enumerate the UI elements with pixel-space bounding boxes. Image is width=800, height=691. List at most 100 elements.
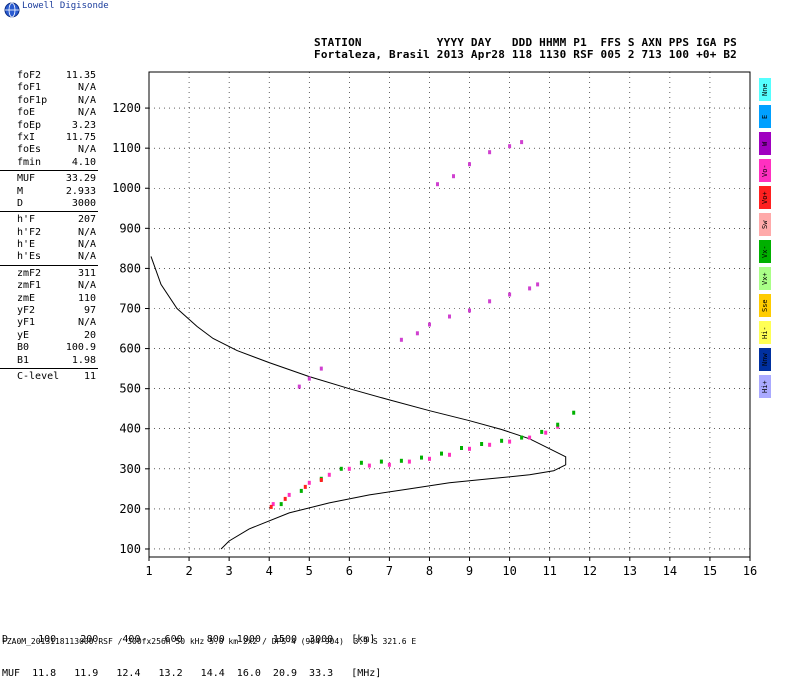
trace-point	[428, 322, 431, 327]
param-name: B1	[17, 354, 30, 366]
x-tick-label: 14	[663, 564, 677, 578]
trace-point	[528, 286, 532, 291]
trace-point	[327, 472, 331, 477]
param-name: h'E	[17, 239, 36, 251]
param-row: foF1 N/A	[0, 82, 98, 94]
x-tick-label: 12	[583, 564, 597, 578]
param-row: h'Es N/A	[0, 251, 98, 263]
param-row: foEp 3.23	[0, 120, 98, 132]
param-row: fxI 11.75	[0, 132, 98, 144]
trace-point	[572, 410, 576, 415]
ionogram-chart: 1 2 3 4 5 6 7 8 9 10 11 12 13 14 15 1610020030040050060…	[112, 71, 757, 578]
param-row: yF2 97	[0, 305, 98, 317]
legend-item: Hi+	[759, 375, 771, 398]
param-row: foF1p N/A	[0, 95, 98, 107]
param-name: yF2	[17, 305, 36, 317]
x-tick-label: 8	[426, 564, 433, 578]
param-row: yF1 N/A	[0, 317, 98, 329]
param-value: N/A	[77, 144, 96, 156]
x-tick-label: 7	[386, 564, 393, 578]
param-value: 311	[77, 267, 96, 279]
param-name: zmF2	[17, 267, 42, 279]
param-value: 11.35	[65, 70, 96, 81]
y-tick-label: 100	[119, 542, 141, 556]
param-value: 2.933	[65, 185, 96, 197]
x-tick-label: 4	[266, 564, 273, 578]
param-row: zmF2 311	[0, 268, 98, 280]
trace-point	[436, 182, 439, 187]
trace-point	[520, 435, 524, 440]
param-row: h'F 207	[0, 214, 98, 226]
parameter-panel: foF2 11.35 foF1 N/A foF1p N/A foE N/A foEp 3.23 fx…	[0, 70, 98, 383]
param-row: fmin 4.10	[0, 157, 98, 169]
trace-point	[480, 442, 484, 446]
param-name: zmF1	[17, 280, 42, 292]
param-name: h'F2	[17, 226, 42, 238]
param-row: MUF 33.29	[0, 173, 98, 185]
globe-icon	[4, 2, 20, 18]
legend-item: Vx+	[759, 267, 771, 290]
param-name: foEp	[17, 119, 42, 131]
legend-item: Sse	[759, 294, 771, 317]
param-value: 97	[83, 305, 96, 317]
param-name: D	[17, 197, 24, 209]
trace-point	[307, 376, 311, 381]
x-tick-label: 2	[185, 564, 192, 578]
param-separator	[0, 211, 98, 213]
legend-item: Nnw	[759, 348, 771, 371]
trace-point	[488, 299, 492, 304]
legend-item: Vo+	[759, 186, 771, 209]
trace-point	[303, 484, 307, 489]
y-tick-label: 400	[119, 422, 141, 436]
param-separator	[0, 264, 98, 266]
trace-point	[428, 456, 431, 461]
x-tick-label: 5	[306, 564, 313, 578]
trace-point	[544, 430, 548, 435]
trace-point	[407, 459, 411, 464]
trace-point	[271, 502, 275, 507]
param-row: foE N/A	[0, 107, 98, 119]
param-name: M	[17, 185, 24, 197]
trace-point	[359, 460, 363, 465]
muf-table: D 100 200 400 600 800 1000 1500 3000 [km…	[2, 612, 381, 691]
trace-point	[488, 442, 492, 447]
param-name: yE	[17, 329, 30, 341]
param-name: foEs	[17, 144, 42, 156]
trace-point	[528, 435, 532, 440]
trace-point	[319, 478, 323, 482]
legend-item: Sw	[759, 213, 771, 236]
trace-point	[508, 439, 512, 444]
param-name: C-level	[17, 370, 60, 382]
param-name: h'Es	[17, 251, 42, 263]
y-tick-label: 300	[119, 462, 141, 476]
trace-point	[468, 308, 471, 313]
param-value: N/A	[77, 107, 96, 119]
legend-item: E	[759, 105, 771, 128]
trace-point	[379, 459, 383, 464]
y-tick-label: 1000	[112, 181, 141, 195]
x-tick-label: 13	[623, 564, 637, 578]
trace-point	[488, 150, 492, 155]
param-name: foF1	[17, 82, 42, 94]
param-name: foF2	[17, 70, 42, 81]
param-value: N/A	[77, 94, 96, 106]
param-value: 3.23	[71, 119, 96, 131]
trace-point	[420, 455, 423, 460]
param-row: zmE 110	[0, 293, 98, 305]
trace-point	[287, 492, 291, 497]
param-row: foF2 11.35	[0, 70, 98, 82]
legend-item: Hi-	[759, 321, 771, 344]
trace-point	[448, 314, 451, 319]
param-name: fmin	[17, 156, 42, 168]
trace-point	[448, 452, 451, 457]
param-value: 1.98	[71, 354, 96, 366]
muf-row: MUF 11.8 11.9 12.4 13.2 14.4 16.0 20.9 3…	[2, 668, 382, 679]
param-value: 11	[83, 370, 96, 382]
param-row: D 3000	[0, 198, 98, 210]
trace-point	[500, 438, 504, 443]
x-tick-label: 15	[703, 564, 717, 578]
legend-item: W	[759, 132, 771, 155]
trace-point	[297, 384, 301, 389]
param-row: M 2.933	[0, 186, 98, 198]
trace-point	[399, 458, 403, 463]
